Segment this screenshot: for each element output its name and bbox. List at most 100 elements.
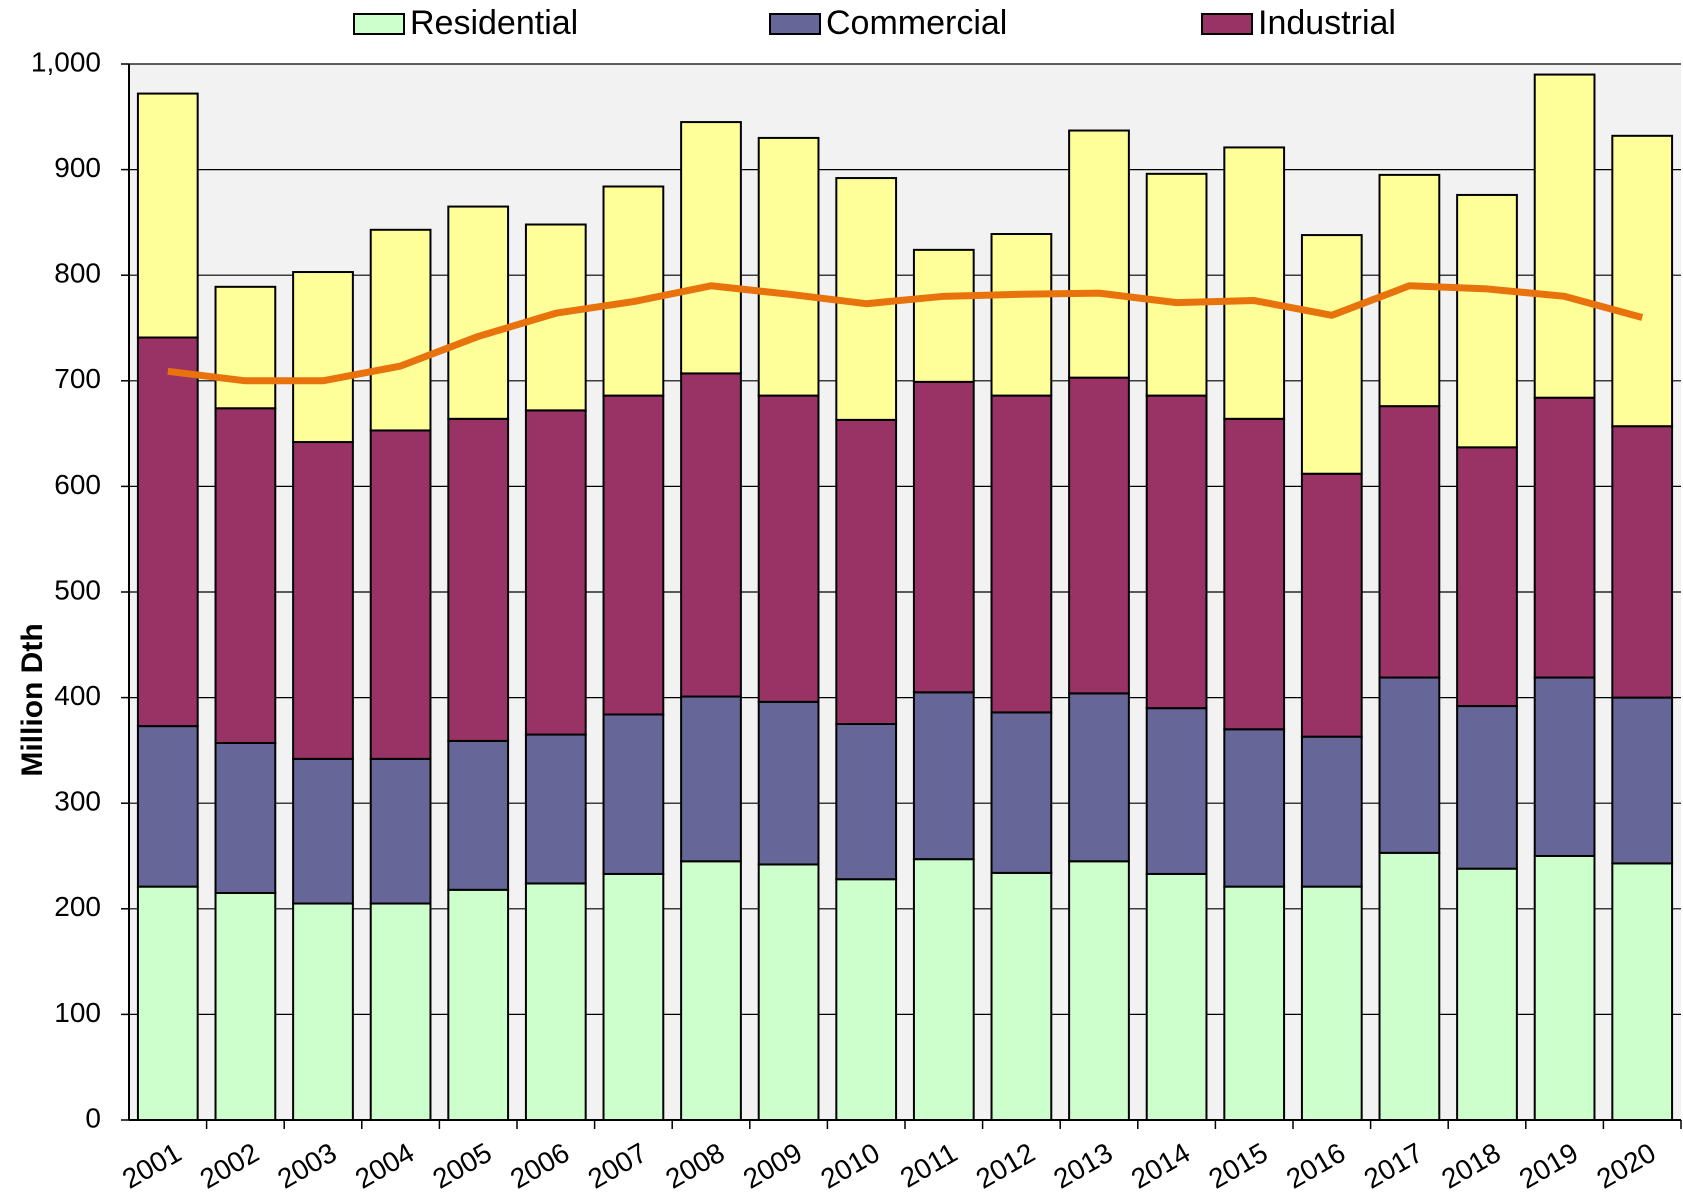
y-tick-label: 800	[54, 258, 101, 289]
bar-segment	[680, 860, 742, 1122]
bar-segment	[369, 429, 432, 760]
bar-segment	[136, 336, 199, 728]
bar-segment	[1223, 146, 1286, 420]
y-tick-label: 700	[54, 363, 101, 394]
bar-segment	[1068, 376, 1130, 695]
legend-label: Residential	[410, 4, 578, 42]
y-tick-label: 200	[54, 891, 101, 922]
bar-segment	[757, 394, 820, 703]
bar-segment	[214, 742, 277, 894]
bar-segment	[680, 695, 742, 863]
x-tick-label: 2020	[1591, 1137, 1660, 1195]
bar-segment	[447, 739, 510, 891]
bar-segment	[214, 407, 277, 745]
bar-segment	[1533, 676, 1596, 858]
bar-segment	[757, 136, 820, 397]
bar-segment	[214, 891, 277, 1122]
bar-segment	[1145, 872, 1208, 1122]
x-tick-label: 2010	[815, 1137, 884, 1195]
legend-swatch	[769, 13, 821, 35]
legend-label: Commercial	[826, 4, 1007, 42]
bar-segment	[524, 733, 587, 885]
bar-segment	[447, 417, 510, 742]
bar-segment	[835, 878, 898, 1121]
bar-segment	[1145, 172, 1208, 397]
legend-swatch	[353, 13, 405, 35]
bar-segment	[292, 757, 354, 905]
bar-segment	[1068, 860, 1130, 1122]
bar-segment	[524, 882, 587, 1121]
bar-segment	[912, 380, 975, 694]
x-tick-label: 2004	[350, 1137, 419, 1195]
bar-segment	[369, 902, 432, 1122]
x-tick-label: 2018	[1436, 1137, 1505, 1195]
bar-segment	[1300, 234, 1363, 475]
x-tick-label: 2019	[1514, 1137, 1583, 1195]
bar-segment	[1300, 885, 1363, 1122]
bar-segment	[1378, 851, 1441, 1121]
y-tick-label: 300	[54, 786, 101, 817]
bar-segment	[292, 271, 354, 444]
bar-segment	[602, 713, 665, 875]
y-tick-label: 100	[54, 997, 101, 1028]
bar-segment	[1533, 855, 1596, 1121]
bar-segment	[990, 233, 1053, 397]
y-tick-label: 0	[85, 1102, 101, 1133]
bar-segment	[1533, 396, 1596, 679]
bar-segment	[1611, 425, 1674, 699]
bar-segment	[1378, 405, 1441, 679]
bar-segment	[1223, 885, 1286, 1122]
bar-segment	[602, 185, 665, 397]
y-tick-label: 900	[54, 152, 101, 183]
bar-segment	[602, 394, 665, 716]
x-tick-label: 2006	[505, 1137, 574, 1195]
x-tick-label: 2014	[1126, 1137, 1195, 1195]
bar-segment	[602, 872, 665, 1122]
bar-segment	[1456, 705, 1518, 870]
bar-segment	[1223, 417, 1286, 731]
line-series	[167, 282, 1644, 385]
bar-segment	[680, 121, 742, 375]
bar-segment	[136, 92, 199, 339]
bar-segment	[990, 871, 1053, 1121]
bar-segment	[1378, 173, 1441, 408]
bar-segment	[369, 228, 432, 432]
bar-segment	[1145, 394, 1208, 710]
bar-segment	[757, 700, 820, 866]
x-tick-label: 2016	[1281, 1137, 1350, 1195]
x-tick-label: 2011	[895, 1137, 963, 1194]
bar-segment	[524, 409, 587, 736]
y-tick-label: 600	[54, 469, 101, 500]
x-tick-label: 2012	[971, 1137, 1040, 1195]
bar-segment	[369, 757, 432, 905]
x-tick-label: 2003	[272, 1137, 341, 1195]
x-tick-label: 2008	[660, 1137, 729, 1195]
bar-segment	[214, 285, 277, 410]
bar-segment	[1068, 129, 1130, 379]
bar-segment	[1533, 73, 1596, 399]
x-tick-label: 2002	[195, 1137, 264, 1195]
bar-segment	[990, 711, 1053, 874]
bar-segment	[136, 885, 199, 1122]
bar-segment	[1300, 472, 1363, 738]
bar-segment	[136, 725, 199, 888]
bar-segment	[990, 394, 1053, 714]
x-tick-label: 2013	[1048, 1137, 1117, 1195]
bar-segment	[680, 372, 742, 698]
bar-segment	[912, 248, 975, 383]
bar-segment	[912, 691, 975, 861]
x-tick-label: 2017	[1359, 1137, 1428, 1195]
x-tick-label: 2009	[738, 1137, 807, 1195]
x-tick-label: 2007	[583, 1137, 652, 1195]
bar-segment	[447, 888, 510, 1121]
bar-segment	[1611, 696, 1674, 865]
bar-segment	[1611, 134, 1674, 428]
legend-label: Industrial	[1258, 4, 1396, 42]
y-tick-label: 400	[54, 680, 101, 711]
bar-segment	[1223, 728, 1286, 888]
bar-segment	[1300, 735, 1363, 888]
bar-segment	[1611, 862, 1674, 1122]
legend-swatch	[1201, 13, 1253, 35]
bar-segment	[1456, 446, 1518, 708]
